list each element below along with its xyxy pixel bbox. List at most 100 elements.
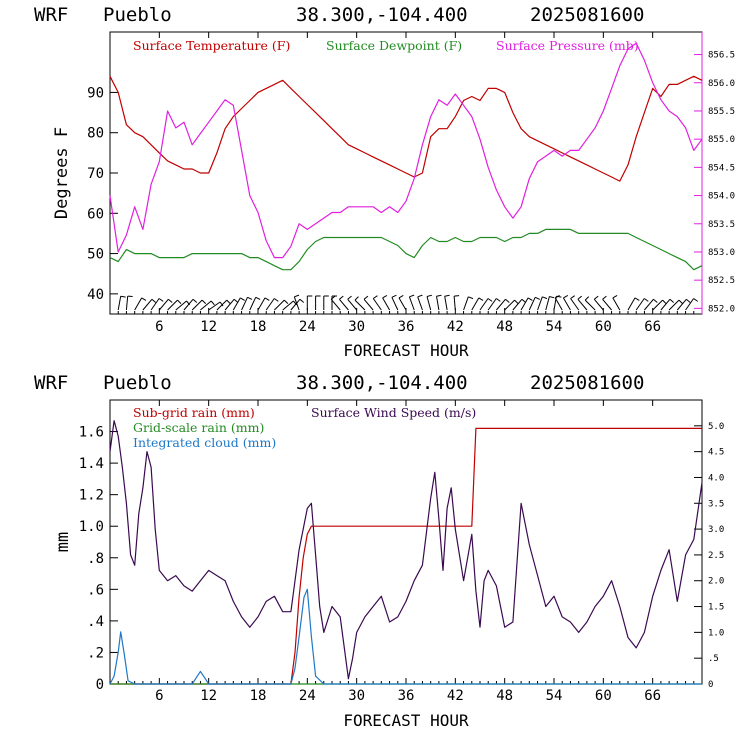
wind-barb-flag — [363, 295, 369, 300]
model-label-2: WRF — [34, 372, 68, 394]
wind-barb — [562, 297, 571, 311]
wind-barb-flag — [514, 299, 519, 304]
wind-barb-flag — [478, 297, 484, 301]
y2-tick-label: 2.5 — [708, 551, 724, 561]
wind-barb — [134, 297, 143, 311]
wind-barb-flag — [240, 297, 245, 301]
wind-barbs — [117, 294, 698, 311]
y2-tick-label: 4.5 — [708, 448, 724, 458]
y-tick-label: 90 — [87, 85, 104, 101]
wind-barb-flag — [373, 295, 378, 299]
wind-barb-flag — [570, 295, 575, 299]
wind-barb — [354, 299, 366, 311]
wind-barb — [444, 296, 448, 311]
series-line-surface-pressure-mb — [109, 42, 703, 259]
wind-barb — [463, 296, 469, 311]
y2-axis-ticks-top: 852.0 852.5 853.0 853.5 854.0 854.5 855.0 855.5… — [694, 51, 735, 314]
wind-barb — [504, 299, 515, 311]
wind-barb-flag — [177, 299, 182, 304]
wind-barb-flag — [534, 296, 541, 300]
wind-barb-flag — [634, 297, 640, 301]
wind-barb — [330, 298, 341, 311]
wind-barb — [257, 297, 266, 311]
run-label-2: 2025081600 — [530, 372, 644, 394]
wind-barb — [496, 298, 506, 311]
legend-grid-rain: Grid-scale rain (mm) — [133, 420, 264, 435]
y2-tick-label: 853.5 — [708, 220, 735, 230]
wind-barb-flag — [584, 296, 590, 301]
header-top: WRF Pueblo 38.300,-104.400 2025081600 — [34, 4, 644, 26]
y2-tick-label: 3.0 — [708, 525, 724, 535]
x-tick-label: 36 — [398, 319, 415, 335]
wind-barb-flag — [210, 300, 215, 306]
wind-barb-flag — [274, 298, 279, 302]
wind-barb-flag — [542, 296, 548, 300]
header-bottom: WRF Pueblo 38.300,-104.400 2025081600 — [34, 372, 644, 394]
series-line-surface-temperature-f — [109, 75, 703, 182]
y2-tick-label: 852.5 — [708, 276, 735, 286]
wind-barb-flag — [294, 294, 300, 298]
x-tick-label: 42 — [447, 688, 464, 704]
wind-barb — [512, 298, 523, 311]
y-axis-label-top: Degrees F — [52, 127, 72, 219]
y-tick-label: .6 — [87, 582, 104, 598]
y2-tick-label: 4.0 — [708, 473, 724, 483]
x-tick-label: 66 — [644, 688, 661, 704]
wind-barb-flag — [496, 298, 501, 302]
legend-pressure: Surface Pressure (mb) — [496, 38, 639, 53]
wind-barb-flag — [693, 298, 698, 302]
wind-barb — [249, 297, 257, 311]
y2-tick-label: 856.0 — [708, 79, 735, 89]
wind-barb — [453, 296, 456, 311]
model-label: WRF — [34, 4, 68, 26]
wind-barb-flag — [505, 298, 510, 303]
wind-barb — [347, 298, 358, 311]
x-tick-label: 60 — [595, 319, 612, 335]
wind-barb-flag — [417, 294, 423, 298]
wind-barb-flag — [283, 299, 289, 304]
y-axis-ticks-bottom: 0 .2 .4 .6 .8 1.0 1.2 1.4 1.6 — [79, 425, 118, 693]
y-tick-label: .2 — [87, 645, 104, 661]
y2-tick-label: 854.5 — [708, 163, 735, 173]
wind-barb — [660, 298, 671, 311]
wind-barb-flag — [653, 298, 658, 303]
wind-barb-flag — [219, 301, 224, 307]
wind-barb — [200, 300, 212, 311]
legend-bottom: Sub-grid rain (mm) Grid-scale rain (mm) … — [133, 405, 476, 450]
wind-barb-flag — [444, 294, 450, 297]
wind-barb — [216, 299, 228, 311]
x-tick-label: 54 — [546, 319, 563, 335]
x-tick-label: 54 — [546, 688, 563, 704]
wind-barb-flag — [468, 296, 474, 300]
wind-barb — [676, 298, 687, 311]
y-tick-label: 60 — [87, 206, 104, 222]
wind-barb — [520, 297, 529, 311]
wind-barb-flag — [151, 298, 157, 303]
station-label-2: Pueblo — [103, 372, 172, 394]
wind-barb-flag — [426, 294, 433, 297]
run-label: 2025081600 — [530, 4, 644, 26]
x-tick-label: 60 — [595, 688, 612, 704]
y2-tick-label: 0 — [708, 680, 713, 690]
x-tick-label: 6 — [155, 688, 163, 704]
wind-barb-flag — [226, 299, 231, 304]
temperature-chart: 6 12 18 24 30 36 42 48 54 60 66 40 50 60 70 80 90 852.0… — [52, 31, 735, 360]
wind-barb — [635, 298, 645, 311]
legend-cloud: Integrated cloud (mm) — [133, 435, 276, 450]
wind-barb — [627, 297, 636, 311]
wind-barb-flag — [382, 294, 388, 299]
wind-barb — [208, 301, 221, 311]
y-tick-label: 1.2 — [79, 488, 104, 504]
wind-barb — [363, 298, 374, 311]
x-tick-label: 12 — [200, 688, 217, 704]
y2-tick-label: 856.5 — [708, 51, 735, 61]
wind-barb-flag — [264, 297, 270, 301]
wind-barb — [528, 297, 536, 311]
y2-tick-label: 1.5 — [708, 603, 724, 613]
wind-barb — [426, 296, 432, 311]
wind-barb-flag — [167, 298, 173, 303]
y2-tick-label: 3.5 — [708, 499, 724, 509]
wind-barb-flag — [409, 294, 415, 298]
wind-barb — [408, 296, 415, 311]
